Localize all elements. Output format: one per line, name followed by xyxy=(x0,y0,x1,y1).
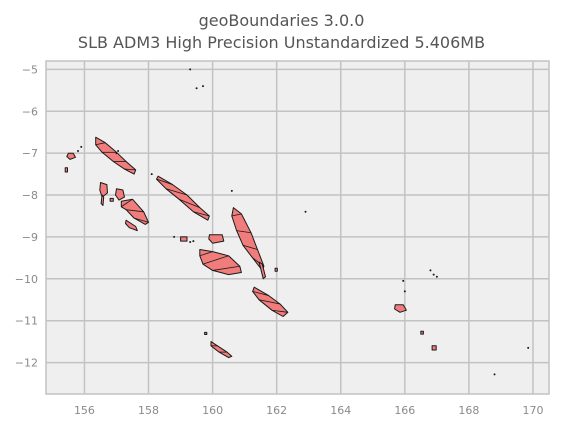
small-island xyxy=(192,240,195,243)
admin-division-line xyxy=(242,244,258,250)
admin-division-line xyxy=(202,255,229,265)
map-title: geoBoundaries 3.0.0 xyxy=(198,11,365,30)
island-ranongga xyxy=(100,194,105,206)
small-island xyxy=(189,240,192,243)
small-island xyxy=(435,275,438,278)
small-island xyxy=(80,145,83,148)
small-island xyxy=(304,210,307,213)
x-tick-label: 158 xyxy=(138,404,159,417)
small-island xyxy=(201,85,204,88)
small-island xyxy=(173,235,176,238)
small-island xyxy=(115,152,118,155)
island-gizo xyxy=(109,197,114,202)
x-tick-label: 166 xyxy=(394,404,415,417)
island-kolombangara xyxy=(115,188,125,201)
island-ulawa xyxy=(274,267,278,272)
small-island xyxy=(230,189,233,192)
admin-division-line xyxy=(178,198,200,208)
x-tick-label: 170 xyxy=(522,404,543,417)
admin-division-line xyxy=(258,299,280,305)
island-maramasike xyxy=(258,261,266,280)
map-subtitle: SLB ADM3 High Precision Unstandardized 5… xyxy=(77,33,486,52)
admin-division-line xyxy=(133,217,149,223)
island-rendova-tetepare xyxy=(125,219,138,232)
small-island xyxy=(195,87,198,90)
plot-frame xyxy=(45,60,550,395)
y-tick-label: −6 xyxy=(22,105,38,118)
small-island xyxy=(527,346,530,349)
y-tick-label: −9 xyxy=(22,231,38,244)
island-guadalcanal xyxy=(199,249,242,276)
small-island xyxy=(117,150,120,153)
island-nggela-islands xyxy=(208,234,225,244)
admin-division-line xyxy=(166,188,188,196)
admin-division-line xyxy=(193,211,210,217)
x-gridlines xyxy=(83,61,534,394)
island-russell-islands xyxy=(180,236,188,242)
y-tick-label: −11 xyxy=(15,315,38,328)
small-islands xyxy=(77,68,530,376)
island-choiseul xyxy=(95,136,137,175)
island-shortland-islands xyxy=(66,152,76,160)
island-treasury-island xyxy=(64,167,68,173)
small-island xyxy=(402,279,405,282)
admin-division-line xyxy=(252,290,269,296)
x-tick-label: 160 xyxy=(202,404,223,417)
x-tick-label: 168 xyxy=(458,404,479,417)
admin-boundaries xyxy=(64,136,437,359)
small-island xyxy=(493,373,496,376)
admin-division-line xyxy=(231,213,242,217)
admin-division-line xyxy=(124,168,136,171)
y-gridlines xyxy=(46,68,549,364)
small-island xyxy=(403,290,406,293)
y-tick-label: −7 xyxy=(22,147,38,160)
y-tick-label: −10 xyxy=(15,273,38,286)
small-island xyxy=(189,68,192,71)
admin-division-line xyxy=(95,142,106,146)
x-tick-label: 162 xyxy=(266,404,287,417)
island-vella-lavella xyxy=(99,182,108,198)
y-tick-label: −5 xyxy=(22,63,38,76)
admin-division-line xyxy=(156,178,173,185)
admin-division-line xyxy=(121,198,133,208)
small-island xyxy=(429,269,432,272)
island-bellona xyxy=(204,331,208,335)
y-tick-label: −12 xyxy=(15,357,38,370)
island-santa-isabel xyxy=(156,175,210,221)
admin-division-line xyxy=(199,251,213,257)
x-tick-label: 164 xyxy=(330,404,351,417)
admin-division-line xyxy=(236,230,252,234)
x-tick-labels: 156 158 160 162 164 166 168 170 xyxy=(74,404,544,417)
island-vanikoro xyxy=(431,345,437,351)
small-island xyxy=(150,173,153,176)
x-tick-label: 156 xyxy=(74,404,95,417)
small-island xyxy=(77,150,80,153)
y-tick-label: −8 xyxy=(22,189,38,202)
admin-division-line xyxy=(126,209,144,213)
admin-division-line xyxy=(271,309,288,313)
admin-division-line xyxy=(212,265,240,271)
island-new-georgia xyxy=(120,198,149,225)
island-nendo xyxy=(394,304,407,313)
y-tick-labels: −5 −6 −7 −8 −9 −10 −11 −12 xyxy=(15,63,38,369)
small-island xyxy=(432,273,435,276)
island-utupua xyxy=(420,330,424,335)
